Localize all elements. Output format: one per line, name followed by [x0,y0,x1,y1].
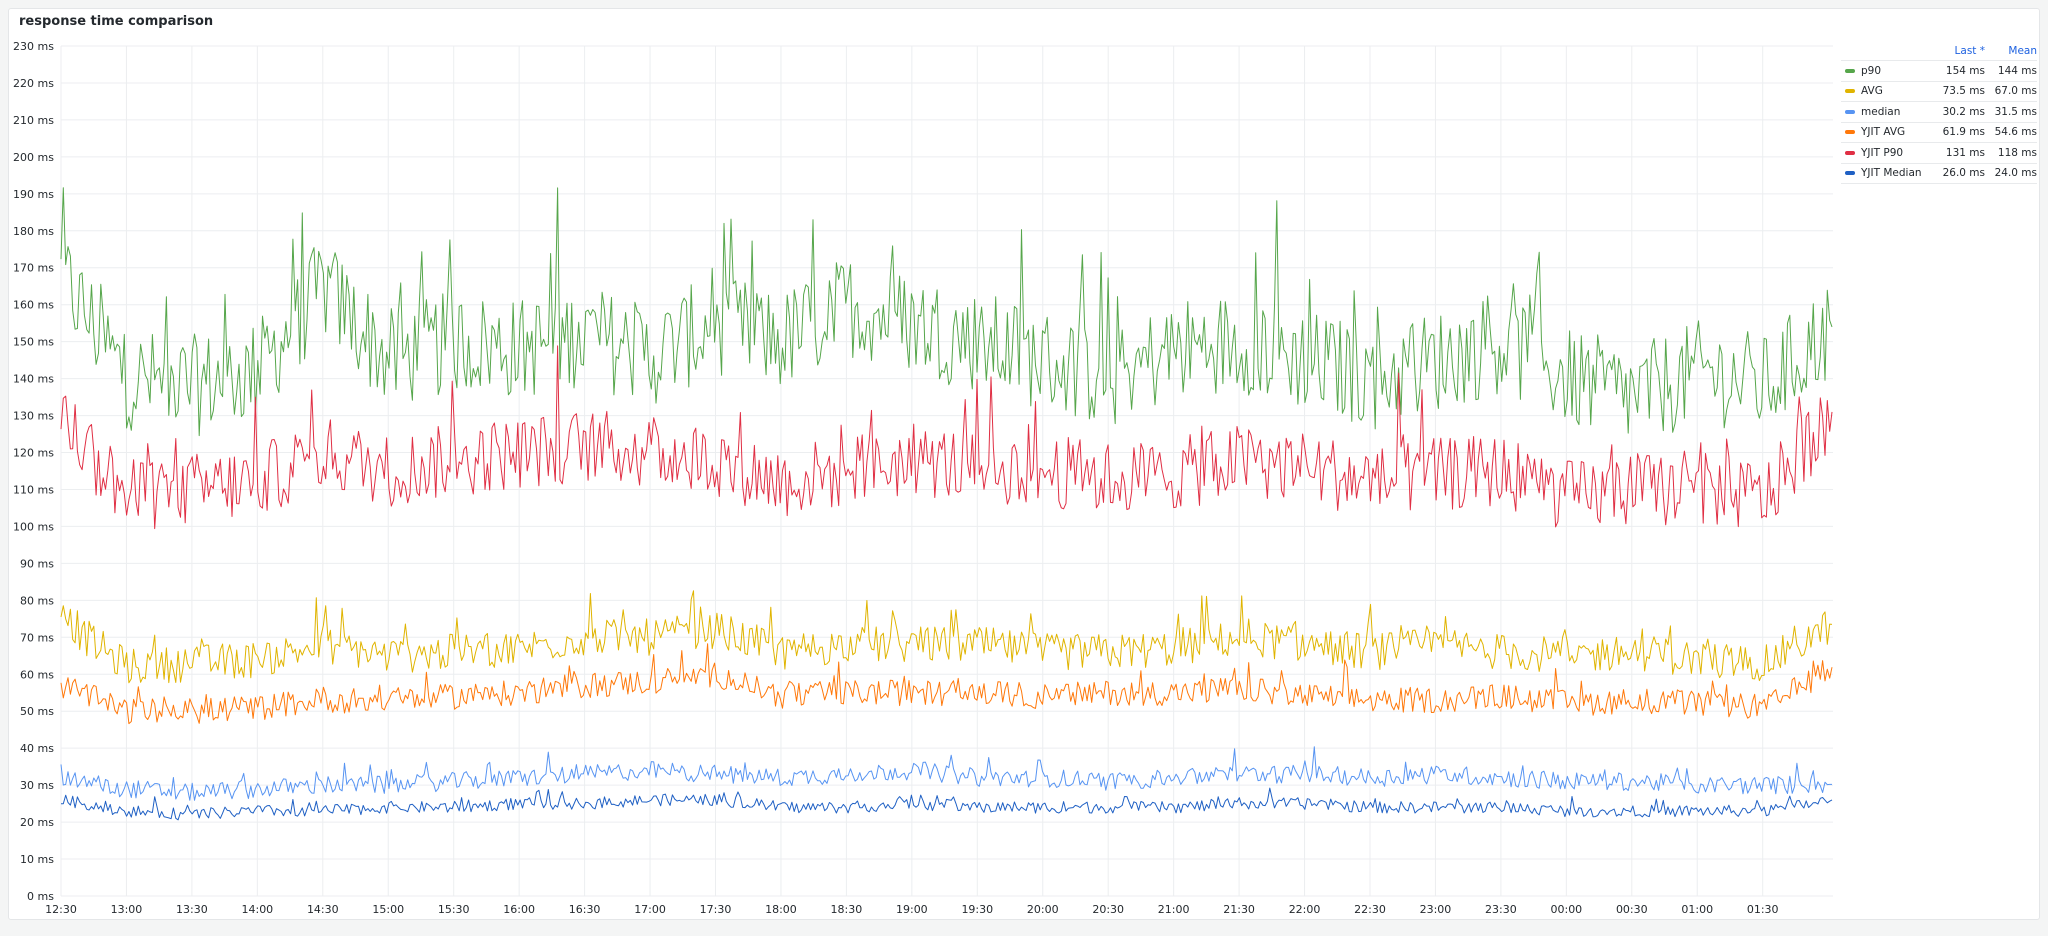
legend-mean-value: 31.5 ms [1994,105,2037,118]
y-tick-label: 110 ms [13,483,54,496]
y-tick-label: 70 ms [20,631,54,644]
legend-series-name: YJIT Median [1861,167,1922,180]
series-line-yjit-p90[interactable] [60,345,1833,530]
y-tick-label: 190 ms [13,188,54,201]
y-tick-label: 30 ms [20,779,54,792]
x-tick-label: 23:00 [1420,903,1452,916]
x-tick-label: 15:30 [438,903,470,916]
legend-item-yjit-median[interactable]: YJIT Median 26.0 ms 24.0 ms [1841,162,2037,184]
legend-last-value: 26.0 ms [1942,167,1985,180]
x-tick-label: 16:30 [569,903,601,916]
series-line-yjit-median[interactable] [60,787,1833,821]
x-tick-label: 19:30 [961,903,993,916]
legend-swatch [1845,171,1855,176]
x-tick-label: 20:00 [1027,903,1059,916]
x-tick-label: 01:30 [1747,903,1779,916]
y-tick-label: 210 ms [13,114,54,127]
x-tick-label: 14:30 [307,903,339,916]
legend-series-name: YJIT P90 [1861,146,1904,159]
y-tick-label: 20 ms [20,816,54,829]
y-tick-label: 180 ms [13,225,54,238]
x-tick-label: 22:30 [1354,903,1386,916]
legend-swatch [1845,130,1855,135]
x-tick-label: 22:00 [1289,903,1321,916]
legend-swatch [1845,89,1855,94]
y-tick-label: 140 ms [13,373,54,386]
y-tick-label: 60 ms [20,668,54,681]
x-tick-label: 16:00 [503,903,535,916]
legend-series-name: AVG [1861,85,1883,98]
legend-item-p90[interactable]: p90 154 ms 144 ms [1841,60,2037,81]
x-tick-label: 15:00 [372,903,404,916]
line-chart: 0 ms 10 ms 20 ms 30 ms 40 ms 50 ms 60 ms 70 ms 8… [13,40,1833,916]
legend-sort-mean[interactable]: Mean [2008,44,2037,57]
chart-panel: response time comparison 0 ms 10 ms 20 ms 3… [8,8,2040,920]
y-tick-label: 90 ms [20,557,54,570]
x-tick-label: 00:30 [1616,903,1648,916]
x-tick-label: 18:30 [831,903,863,916]
x-tick-label: 13:00 [111,903,143,916]
legend-mean-value: 144 ms [1997,64,2037,77]
x-tick-label: 14:00 [241,903,273,916]
legend-swatch [1845,109,1855,114]
x-tick-label: 12:30 [45,903,77,916]
legend-series-name: YJIT AVG [1861,126,1906,139]
x-tick-label: 01:00 [1681,903,1713,916]
legend-sort-last[interactable]: Last * [1954,44,1985,57]
y-tick-label: 120 ms [13,447,54,460]
x-tick-label: 21:30 [1223,903,1255,916]
x-tick-label: 20:30 [1092,903,1124,916]
series-line-yjit-avg[interactable] [60,643,1833,725]
legend-item-yjit-avg[interactable]: YJIT AVG 61.9 ms 54.6 ms [1841,121,2037,143]
y-tick-label: 230 ms [13,40,54,53]
y-tick-label: 160 ms [13,299,54,312]
legend-series-name: median [1861,105,1901,118]
legend-last-value: 154 ms [1945,64,1985,77]
legend-series-name: p90 [1861,64,1882,77]
series-line-p90[interactable] [60,187,1833,437]
legend-mean-value: 24.0 ms [1994,167,2037,180]
y-tick-label: 100 ms [13,520,54,533]
x-tick-label: 17:30 [700,903,732,916]
y-tick-label: 170 ms [13,262,54,275]
legend-item-yjit-p90[interactable]: YJIT P90 131 ms 118 ms [1841,142,2037,163]
legend-item-median[interactable]: median 30.2 ms 31.5 ms [1841,101,2037,122]
y-tick-label: 40 ms [20,742,54,755]
legend-last-value: 73.5 ms [1942,85,1985,98]
y-tick-label: 200 ms [13,151,54,164]
x-tick-label: 19:00 [896,903,928,916]
legend-swatch [1845,150,1855,155]
legend-item-avg[interactable]: AVG 73.5 ms 67.0 ms [1841,80,2037,102]
y-tick-label: 150 ms [13,336,54,349]
x-tick-label: 23:30 [1485,903,1517,916]
y-tick-label: 130 ms [13,410,54,423]
y-tick-label: 80 ms [20,594,54,607]
legend-mean-value: 118 ms [1997,146,2037,159]
legend-mean-value: 67.0 ms [1994,85,2037,98]
y-tick-label: 0 ms [27,890,54,903]
x-tick-label: 13:30 [176,903,208,916]
legend-header: Last * Mean [1841,41,2037,60]
y-tick-label: 50 ms [20,705,54,718]
series-line-avg[interactable] [60,590,1833,684]
panel-title: response time comparison [19,14,214,29]
x-tick-label: 00:00 [1550,903,1582,916]
legend-table: Last * Mean p90 154 ms 144 ms AVG 73.5 ms 67.… [1841,41,2037,184]
y-tick-label: 220 ms [13,77,54,90]
legend-swatch [1845,68,1855,73]
x-tick-label: 17:00 [634,903,666,916]
x-tick-label: 21:00 [1158,903,1190,916]
x-tick-label: 18:00 [765,903,797,916]
legend-last-value: 131 ms [1945,146,1985,159]
legend-mean-value: 54.6 ms [1994,126,2037,139]
y-tick-label: 10 ms [20,853,54,866]
legend-last-value: 30.2 ms [1942,105,1985,118]
legend-last-value: 61.9 ms [1942,126,1985,139]
series-line-median[interactable] [60,746,1832,801]
